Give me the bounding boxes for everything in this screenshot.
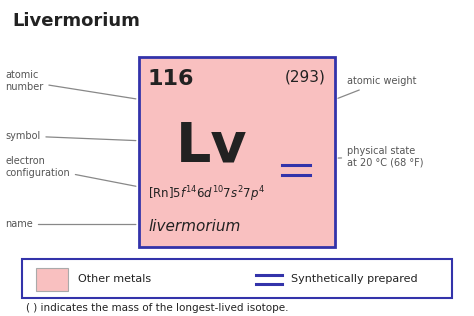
Text: Other metals: Other metals [78, 274, 151, 284]
Text: $[\mathrm{Rn}]5\mathit{f}^{14}6\mathit{d}^{10}7\mathit{s}^{2}7\mathit{p}^{4}$: $[\mathrm{Rn}]5\mathit{f}^{14}6\mathit{d… [148, 185, 265, 204]
FancyBboxPatch shape [36, 268, 68, 291]
Text: Livermorium: Livermorium [12, 12, 140, 30]
Text: physical state
at 20 °C (68 °F): physical state at 20 °C (68 °F) [338, 146, 424, 167]
Text: name: name [5, 220, 136, 229]
Text: Synthetically prepared: Synthetically prepared [291, 274, 418, 284]
Text: 116: 116 [148, 69, 194, 89]
Text: symbol: symbol [5, 131, 136, 141]
FancyBboxPatch shape [138, 57, 336, 247]
Text: electron
configuration: electron configuration [5, 156, 136, 186]
Text: (293): (293) [285, 69, 326, 84]
Text: ( ) indicates the mass of the longest-lived isotope.: ( ) indicates the mass of the longest-li… [26, 303, 289, 313]
Text: livermorium: livermorium [148, 218, 240, 234]
Text: atomic
number: atomic number [5, 70, 136, 99]
FancyBboxPatch shape [21, 259, 453, 298]
Text: Lv: Lv [176, 119, 247, 173]
Text: atomic weight: atomic weight [338, 76, 417, 98]
